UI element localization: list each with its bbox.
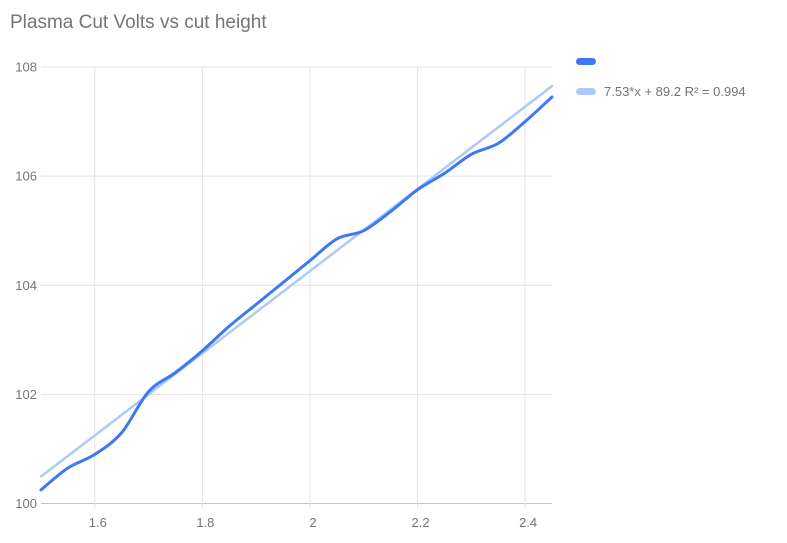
legend: 7.53*x + 89.2 R² = 0.994 xyxy=(576,53,746,113)
y-tick-label: 102 xyxy=(15,387,37,402)
trendline xyxy=(39,84,554,478)
y-tick-label: 108 xyxy=(15,60,37,75)
trendline-swatch xyxy=(576,87,596,95)
y-tick-label: 100 xyxy=(15,496,37,511)
legend-item-series xyxy=(576,53,746,69)
series-line xyxy=(39,95,554,492)
x-tick-label: 1.6 xyxy=(89,515,107,530)
legend-item-trendline: 7.53*x + 89.2 R² = 0.994 xyxy=(576,83,746,99)
x-tick-label: 2.2 xyxy=(411,515,429,530)
x-tick-label: 2 xyxy=(309,515,316,530)
series-swatch xyxy=(576,57,596,65)
trendline-label: 7.53*x + 89.2 R² = 0.994 xyxy=(604,83,746,99)
chart-title: Plasma Cut Volts vs cut height xyxy=(10,12,267,33)
y-tick-label: 106 xyxy=(15,169,37,184)
y-tick-label: 104 xyxy=(15,278,37,293)
x-tick-label: 2.4 xyxy=(519,515,537,530)
x-tick-label: 1.8 xyxy=(196,515,214,530)
